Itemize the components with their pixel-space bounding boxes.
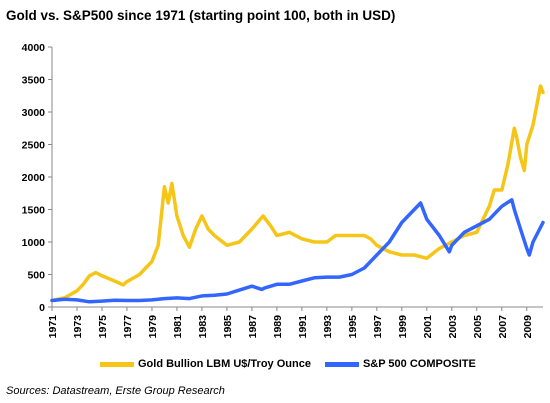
legend-label-gold: Gold Bullion LBM U$/Troy Ounce <box>138 358 311 370</box>
x-tick-label: 1991 <box>297 315 309 339</box>
legend-item-gold: Gold Bullion LBM U$/Troy Ounce <box>100 358 311 370</box>
x-tick-label: 2009 <box>522 315 534 339</box>
y-tick-label: 2000 <box>22 172 46 184</box>
x-tick-label: 1997 <box>372 315 384 339</box>
x-tick-label: 1979 <box>147 315 159 339</box>
y-tick-label: 1500 <box>22 205 46 217</box>
legend-swatch-sp500 <box>324 361 359 367</box>
y-tick-label: 4000 <box>22 42 46 54</box>
series-layer <box>50 84 545 304</box>
legend-item-sp500: S&P 500 COMPOSITE <box>324 358 476 370</box>
source-note: Sources: Datastream, Erste Group Researc… <box>6 385 225 397</box>
x-tick-label: 1975 <box>97 315 109 339</box>
x-tick-label: 1981 <box>172 315 184 339</box>
x-tick-label: 1973 <box>72 315 84 339</box>
x-tick-label: 2007 <box>497 315 509 339</box>
x-tick-label: 2005 <box>472 315 484 339</box>
x-tick-label: 2003 <box>447 315 459 339</box>
y-tick-label: 3000 <box>22 107 46 119</box>
y-tick-label: 500 <box>27 270 45 282</box>
legend: Gold Bullion LBM U$/Troy Ounce S&P 500 C… <box>100 358 490 370</box>
x-tick-label: 1987 <box>247 315 259 339</box>
x-tick-label: 1983 <box>197 315 209 339</box>
series-line-gold <box>50 84 545 303</box>
y-tick-label: 1000 <box>22 237 46 249</box>
x-tick-label: 1971 <box>47 315 59 339</box>
x-tick-label: 1993 <box>322 315 334 339</box>
series-line-sp500 <box>50 198 545 304</box>
x-tick-label: 1985 <box>222 315 234 339</box>
x-tick-label: 1977 <box>122 315 134 339</box>
x-tick-label: 1989 <box>272 315 284 339</box>
y-tick-label: 3500 <box>22 75 46 87</box>
x-tick-label: 1995 <box>347 315 359 339</box>
x-axis: 1971 1973 1975 1977 1979 1981 1983 1985 1987 1989… <box>47 306 543 339</box>
x-tick-label: 2001 <box>422 315 434 339</box>
y-tick-label: 0 <box>39 302 45 314</box>
legend-label-sp500: S&P 500 COMPOSITE <box>362 358 476 370</box>
y-tick-label: 2500 <box>22 140 46 152</box>
chart-title: Gold vs. S&P500 since 1971 (starting poi… <box>6 8 396 23</box>
y-axis: 0 500 1000 1500 2000 2500 3000 3500 4000 <box>22 42 53 314</box>
x-tick-label: 1999 <box>397 315 409 339</box>
legend-swatch-gold <box>100 361 134 367</box>
